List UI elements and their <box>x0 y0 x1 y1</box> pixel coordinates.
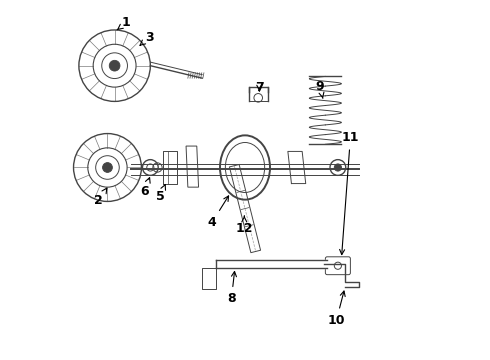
Text: 9: 9 <box>316 80 324 98</box>
Text: 10: 10 <box>328 291 345 327</box>
Text: 6: 6 <box>140 178 150 198</box>
Circle shape <box>334 164 342 171</box>
Text: 2: 2 <box>94 188 107 207</box>
Text: 5: 5 <box>156 185 166 203</box>
Text: 1: 1 <box>117 16 131 30</box>
Text: 8: 8 <box>227 271 237 305</box>
Text: 7: 7 <box>255 81 264 94</box>
Text: 3: 3 <box>140 31 154 45</box>
Text: 12: 12 <box>236 216 253 235</box>
Text: 4: 4 <box>208 196 228 229</box>
Circle shape <box>102 163 112 172</box>
Circle shape <box>109 60 120 71</box>
Text: 11: 11 <box>340 131 359 255</box>
